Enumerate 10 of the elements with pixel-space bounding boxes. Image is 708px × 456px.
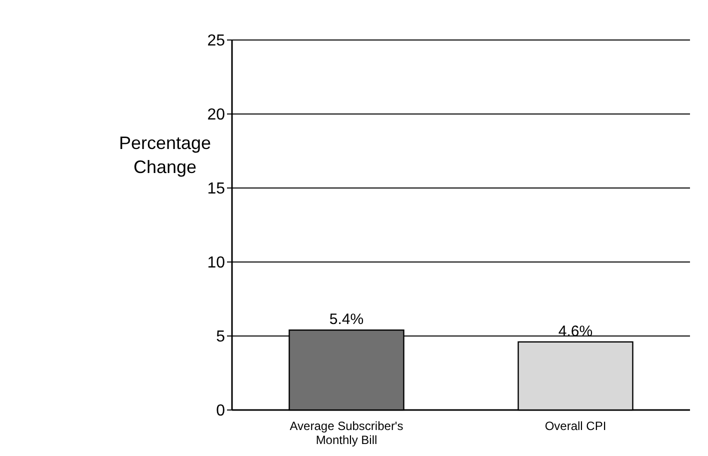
y-tick-label: 20	[207, 106, 226, 124]
x-tick-label: Overall CPI	[544, 419, 606, 433]
y-tick-label: 15	[207, 180, 226, 198]
data-label: 5.4%	[329, 311, 364, 328]
y-tick-label: 10	[207, 254, 226, 272]
x-tick-label: Average Subscriber's Monthly Bill	[290, 419, 404, 447]
y-tick-label: 25	[207, 32, 226, 50]
y-tick-label: 5	[216, 328, 226, 346]
y-axis-title: Percentage Change	[118, 133, 212, 177]
y-tick-label: 0	[216, 402, 226, 420]
